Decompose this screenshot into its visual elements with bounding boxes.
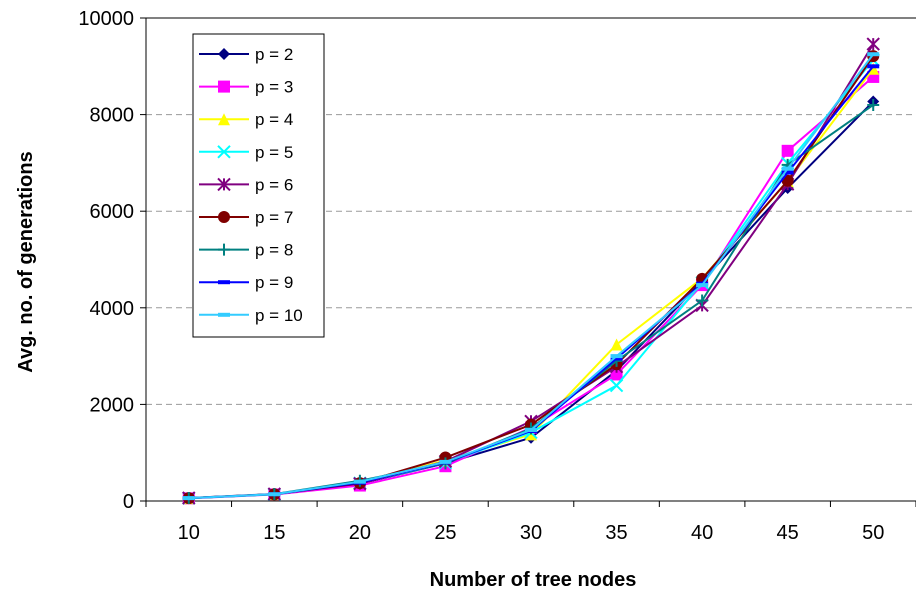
legend-marker	[218, 243, 230, 256]
legend-item: p = 4	[199, 110, 293, 129]
data-point	[610, 356, 623, 361]
legend-marker	[218, 48, 230, 60]
legend-item: p = 2	[199, 45, 293, 64]
data-point	[268, 492, 281, 497]
legend: p = 2 p = 3 p = 4 p = 5 p = 6 p = 7 p = 8 p = 9…	[192, 33, 325, 338]
data-point	[439, 459, 452, 464]
x-tick-label: 40	[691, 522, 713, 544]
y-tick-label: 2000	[90, 394, 135, 416]
legend-marker	[218, 80, 230, 93]
data-point	[610, 338, 623, 351]
data-point	[610, 354, 623, 359]
legend-label: p = 4	[255, 110, 293, 129]
legend-label: p = 6	[255, 175, 293, 194]
data-point	[867, 98, 880, 111]
series-lines	[182, 37, 880, 505]
legend-marker	[217, 177, 231, 192]
legend-label: p = 9	[255, 273, 293, 292]
data-point	[696, 283, 709, 288]
legend-box	[192, 33, 325, 338]
legend-item: p = 6	[199, 175, 293, 194]
legend-item: p = 7	[199, 208, 293, 227]
x-axis-title: Number of tree nodes	[430, 569, 637, 591]
y-tick-label: 6000	[90, 201, 135, 223]
series-9	[182, 52, 880, 501]
y-tick-label: 4000	[90, 298, 135, 320]
x-tick-label: 35	[605, 522, 627, 544]
legend-item: p = 8	[199, 241, 293, 260]
legend-label: p = 3	[255, 78, 293, 97]
x-tick-label: 20	[349, 522, 371, 544]
x-tick-label: 50	[862, 522, 884, 544]
legend-label: p = 10	[255, 306, 303, 325]
data-point	[353, 479, 366, 484]
legend-item: p = 10	[199, 306, 303, 325]
y-axis-title: Avg. no. of generations	[15, 151, 37, 373]
data-point	[781, 170, 794, 175]
data-point	[867, 64, 880, 69]
x-tick-label: 25	[434, 522, 456, 544]
x-tick-labels: 10 15 20 25 30 35 40 45 50	[178, 522, 885, 544]
gridlines	[146, 114, 916, 405]
x-tick-label: 30	[520, 522, 542, 544]
y-tick-label: 10000	[78, 8, 134, 30]
axes	[140, 17, 916, 507]
legend-label: p = 5	[255, 143, 293, 162]
data-point	[781, 166, 794, 171]
data-point	[696, 294, 709, 307]
legend-marker	[218, 113, 230, 126]
data-point	[866, 37, 880, 51]
y-tick-label: 8000	[90, 105, 135, 127]
data-point	[781, 144, 794, 157]
data-point	[867, 52, 880, 57]
data-point	[525, 427, 537, 432]
data-point	[609, 378, 624, 393]
legend-label: p = 7	[255, 208, 293, 227]
legend-marker	[217, 145, 231, 159]
legend-item: p = 5	[199, 143, 293, 162]
legend-marker	[218, 211, 230, 223]
y-tick-label: 0	[123, 491, 134, 513]
legend-marker	[218, 280, 230, 285]
y-tick-labels: 0 2000 4000 6000 8000 10000	[78, 8, 134, 513]
legend-marker	[218, 312, 230, 317]
x-tick-label: 45	[777, 522, 799, 544]
data-point	[182, 496, 195, 501]
legend-label: p = 2	[255, 45, 293, 64]
legend-item: p = 9	[199, 273, 293, 292]
data-point	[610, 368, 623, 381]
legend-item: p = 3	[199, 78, 293, 97]
x-tick-label: 10	[178, 522, 200, 544]
legend-label: p = 8	[255, 241, 293, 260]
data-point	[867, 62, 880, 75]
x-tick-label: 15	[263, 522, 285, 544]
